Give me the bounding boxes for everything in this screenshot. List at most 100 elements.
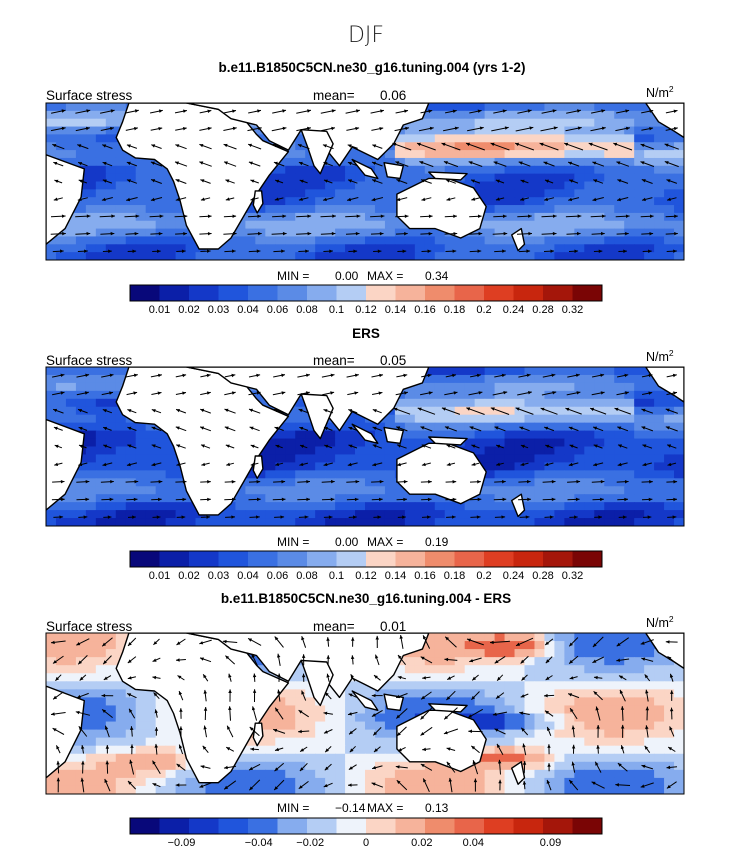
panel-3-cell [654, 721, 665, 731]
panel-3-cell [444, 697, 456, 707]
panel-2-cell [85, 390, 97, 400]
panel-2-wind-vector [446, 444, 456, 449]
panel-3-wind-vector [228, 673, 232, 682]
panel-3-cell [564, 697, 575, 707]
panel-3-cell [135, 737, 147, 747]
panel-2-cell [654, 430, 665, 440]
panel-3-cell [374, 777, 386, 787]
panel-1-cell [285, 173, 296, 183]
panel-1-cell [484, 252, 496, 260]
panel-2-cell [544, 518, 556, 526]
panel-3-cell [295, 665, 306, 674]
panel-3-cell [524, 729, 536, 739]
panel-3-colorbar-swatch [277, 818, 308, 834]
panel-1-cell [624, 118, 635, 128]
panel-2-colorbar-swatch [366, 551, 396, 567]
panel-2-cell [125, 462, 137, 471]
panel-1-cell [145, 173, 157, 183]
panel-1-wind-vector [296, 214, 312, 218]
panel-3-cell [285, 689, 296, 698]
panel-3-cell [145, 705, 157, 715]
panel-1-cell [434, 244, 446, 253]
panel-1-cell [584, 212, 595, 222]
panel-1-cell [674, 142, 684, 151]
panel-1-cell [474, 173, 486, 183]
panel-2-cell [634, 374, 645, 384]
panel-3-wind-vector [641, 657, 654, 662]
panel-2-wind-vector [665, 408, 678, 414]
panel-3-cell [355, 729, 366, 739]
panel-3-cell [534, 761, 546, 771]
panel-3-wind-vector [420, 726, 433, 736]
panel-1-cell [325, 157, 336, 167]
panel-1-cell [345, 212, 356, 222]
panel-3-wind-vector [473, 778, 478, 792]
panel-2-cell [265, 454, 276, 463]
panel-3-cell [75, 641, 87, 650]
panel-1-cell [295, 181, 306, 190]
panel-1-cell [614, 244, 625, 253]
panel-1-cell [295, 150, 306, 159]
panel-1-cell [514, 165, 526, 175]
panel-1-cell [584, 236, 595, 245]
panel-2-cell [225, 510, 237, 519]
panel-1-cell [384, 189, 396, 198]
panel-1-cell [365, 173, 376, 183]
panel-3-cell [305, 769, 316, 779]
panel-1-wind-vector [591, 231, 605, 236]
panel-1-cell [424, 118, 436, 128]
panel-1-cell [594, 110, 605, 120]
panel-2-cell [644, 422, 655, 432]
panel-1-cell [624, 134, 635, 143]
panel-2-cell [664, 414, 675, 424]
panel-2-cell [65, 367, 77, 376]
panel-2-cell [664, 502, 675, 511]
panel-2-cell [524, 494, 536, 503]
panel-2-wind-vector [592, 497, 604, 502]
panel-3-cell [504, 721, 516, 731]
panel-2-wind-vector [417, 407, 436, 415]
panel-1-wind-vector [296, 109, 312, 114]
panel-2-wind-vector [372, 409, 382, 414]
panel-3-cell [614, 785, 625, 794]
panel-1-cell [624, 165, 635, 175]
panel-1-cell [464, 126, 476, 135]
panel-3-wind-vector [371, 693, 383, 698]
panel-3-wind-vector [56, 777, 60, 793]
panel-1-cell [604, 126, 615, 135]
panel-3-wind-vector [420, 656, 433, 664]
panel-3-cell [624, 641, 635, 650]
panel-3-cell [644, 737, 655, 747]
panel-1-wind-vector [565, 214, 582, 218]
panel-2-cell [85, 438, 97, 448]
panel-2-cell [594, 422, 605, 432]
panel-2-cell [604, 462, 615, 471]
panel-2-cell [454, 398, 466, 408]
panel-2-wind-vector [76, 373, 90, 378]
panel-2-cell [394, 398, 406, 408]
panel-2-cell [75, 414, 87, 424]
panel-3-cell [155, 705, 167, 715]
panel-3-cell [444, 769, 456, 779]
panel-3-wind-vector [395, 708, 408, 719]
panel-2-cell [245, 494, 256, 503]
panel-3-cell [664, 785, 675, 794]
panel-1-cell [524, 197, 536, 206]
panel-3-cell [544, 713, 556, 723]
panel-1-cell [295, 252, 306, 260]
panel-3-cell [195, 785, 207, 794]
panel-2-cell [374, 454, 386, 463]
panel-1-wind-vector [53, 161, 64, 167]
panel-1-cell [494, 157, 506, 167]
panel-2-cell [265, 462, 276, 471]
panel-3-cell [534, 769, 546, 779]
panel-3-cell [75, 681, 87, 690]
panel-3-cell [335, 713, 346, 723]
panel-2-cell [564, 367, 575, 376]
panel-2-cell [345, 486, 356, 495]
panel-1-cell [584, 134, 595, 143]
panel-2-cell [255, 470, 266, 479]
panel-3-cell [394, 777, 406, 787]
panel-2-cell [355, 502, 366, 511]
panel-3-cell [464, 641, 476, 650]
